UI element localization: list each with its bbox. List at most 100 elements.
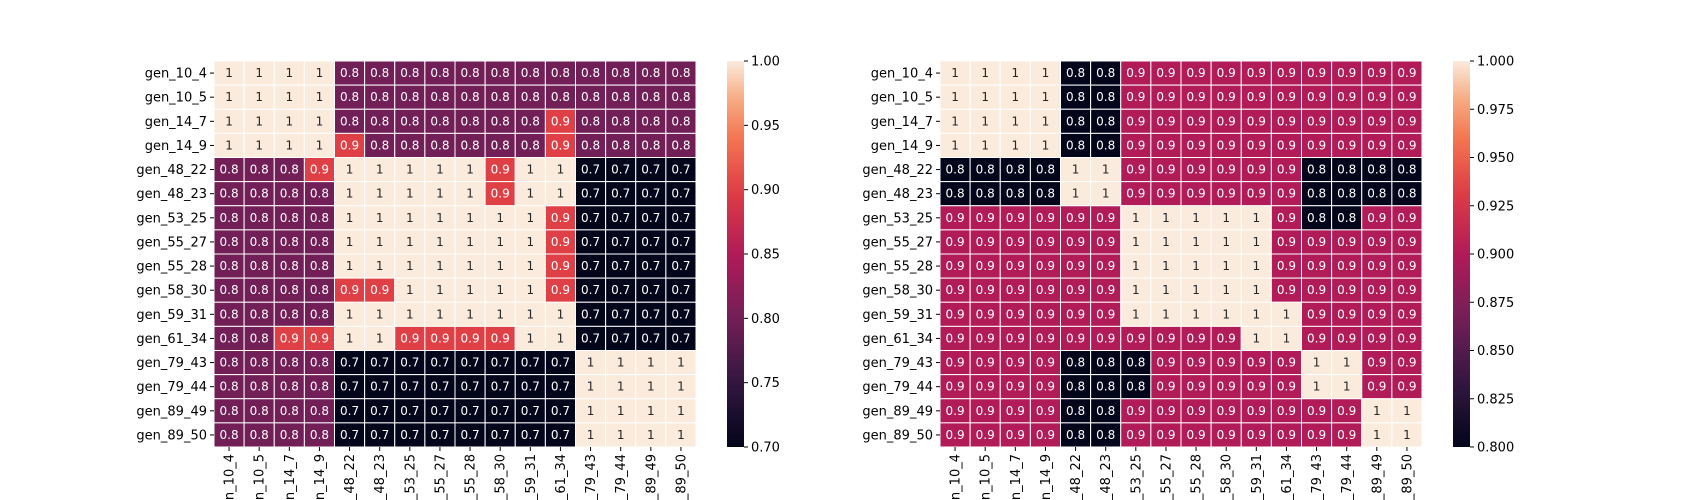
cell-value-label: 0.9: [1277, 380, 1296, 394]
heatmap-cell: [969, 422, 1001, 448]
cell-value-label: 1: [496, 283, 504, 297]
cell-value-label: 0.9: [946, 380, 965, 394]
cell-value-label: 0.8: [310, 380, 329, 394]
cell-value-label: 0.9: [1066, 235, 1085, 249]
cell-value-label: 0.9: [1397, 66, 1416, 80]
cell-value-label: 1: [406, 187, 414, 201]
heatmap-cell: [1391, 205, 1423, 231]
heatmap-cell: [605, 108, 637, 134]
cell-value-label: 1: [436, 259, 444, 273]
heatmap-cell: [1361, 229, 1393, 255]
cell-value-label: 0.8: [1096, 428, 1115, 442]
heatmap-cell: [303, 229, 335, 255]
heatmap-cell: [1391, 374, 1423, 400]
heatmap-cell: [1240, 350, 1272, 376]
cell-value-label: 0.9: [1036, 331, 1055, 345]
heatmap-cell: [969, 277, 1001, 303]
heatmap-cell: [605, 205, 637, 231]
heatmap-cell: [394, 350, 426, 376]
col-label: gen_59_31: [524, 454, 539, 500]
cell-value-label: 0.9: [1217, 428, 1236, 442]
cell-value-label: 0.9: [1006, 307, 1025, 321]
cell-value-label: 0.8: [461, 138, 480, 152]
heatmap-right: 1 1 1 1 0.8 0.8 0.9 0.9 0.9 0.9 0.9 0.9 0.9 0.9 0.9 0.9…: [862, 60, 1423, 500]
row-label: gen_14_7: [145, 115, 207, 130]
cell-value-label: 1: [677, 380, 685, 394]
row-label: gen_53_25: [862, 211, 933, 226]
cell-value-label: 0.9: [976, 283, 995, 297]
cell-value-label: 0.7: [491, 356, 510, 370]
cell-value-label: 0.9: [551, 138, 570, 152]
heatmap-cell: [665, 205, 697, 231]
cell-value-label: 1: [1343, 356, 1351, 370]
heatmap-cell: [1331, 422, 1363, 448]
cell-value-label: 0.8: [220, 331, 239, 345]
col-label: gen_14_7: [1009, 454, 1024, 500]
cell-value-label: 0.8: [1096, 90, 1115, 104]
cell-value-label: 0.9: [1156, 404, 1175, 418]
heatmap-cell: [1120, 157, 1152, 183]
heatmap-cell: [1180, 325, 1212, 351]
heatmap-cell: [454, 157, 486, 183]
row-label: gen_48_23: [136, 187, 207, 202]
cell-value-label: 0.8: [250, 187, 269, 201]
col-label: gen_14_9: [1039, 454, 1054, 500]
cell-value-label: 0.9: [1397, 259, 1416, 273]
cell-value-label: 0.8: [1126, 356, 1145, 370]
cell-value-label: 1: [1373, 428, 1381, 442]
heatmap-cell: [1331, 205, 1363, 231]
cell-value-label: 0.9: [491, 331, 510, 345]
cell-value-label: 0.8: [310, 187, 329, 201]
heatmap-cell: [1301, 422, 1333, 448]
heatmap-cell: [999, 253, 1031, 279]
row-label: gen_10_4: [871, 67, 933, 82]
cell-value-label: 0.8: [310, 428, 329, 442]
cell-value-label: 0.7: [461, 380, 480, 394]
cell-value-label: 0.9: [551, 114, 570, 128]
heatmap-cell: [334, 398, 366, 424]
cell-value-label: 0.9: [1217, 187, 1236, 201]
cell-value-label: 0.8: [551, 90, 570, 104]
colorbar-tick-label: 0.875: [1477, 296, 1514, 311]
cell-value-label: 0.8: [370, 66, 389, 80]
cell-value-label: 0.8: [250, 163, 269, 177]
cell-value-label: 0.9: [946, 211, 965, 225]
heatmap-cell: [394, 181, 426, 207]
cell-value-label: 0.9: [1066, 211, 1085, 225]
cell-value-label: 1: [1192, 259, 1200, 273]
cell-value-label: 0.8: [1036, 187, 1055, 201]
heatmap-cell: [1090, 108, 1122, 134]
heatmap-cell: [424, 181, 456, 207]
heatmap-cell: [1210, 350, 1242, 376]
cell-value-label: 0.7: [340, 380, 359, 394]
cell-value-label: 0.8: [1337, 187, 1356, 201]
heatmap-cell: [969, 108, 1001, 134]
cell-value-label: 1: [1072, 187, 1080, 201]
heatmap-cell: [243, 157, 275, 183]
heatmap-cell: [213, 132, 245, 158]
cell-value-label: 0.9: [1036, 307, 1055, 321]
heatmap-cell: [1361, 301, 1393, 327]
heatmap-cell: [1120, 350, 1152, 376]
cell-value-label: 0.7: [581, 187, 600, 201]
cell-value-label: 0.9: [1277, 356, 1296, 370]
cell-value-label: 0.9: [946, 307, 965, 321]
heatmap-cell: [1331, 253, 1363, 279]
cell-value-label: 0.9: [1277, 211, 1296, 225]
heatmap-cell: [424, 60, 456, 86]
cell-value-label: 0.7: [641, 211, 660, 225]
cell-value-label: 0.7: [370, 428, 389, 442]
cell-value-label: 1: [981, 138, 989, 152]
heatmap-cell: [484, 60, 516, 86]
cell-value-label: 0.8: [1096, 114, 1115, 128]
cell-value-label: 0.8: [400, 90, 419, 104]
heatmap-cell: [544, 325, 576, 351]
heatmap-cell: [939, 398, 971, 424]
cell-value-label: 0.9: [1367, 211, 1386, 225]
heatmap-cell: [575, 325, 607, 351]
cell-value-label: 0.9: [1006, 211, 1025, 225]
col-label: gen_10_4: [949, 454, 964, 500]
cell-value-label: 0.9: [1307, 235, 1326, 249]
cell-value-label: 0.8: [250, 331, 269, 345]
